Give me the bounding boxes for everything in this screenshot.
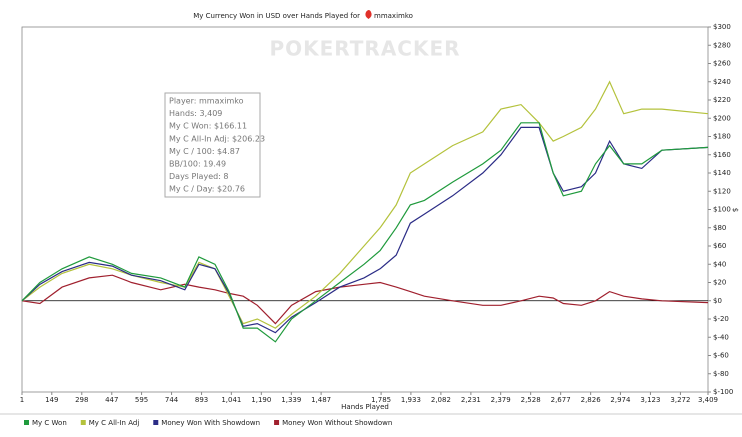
y-axis-label: $ [731,208,739,212]
tooltip-line: Hands: 3,409 [169,109,222,118]
y-tick-label: $0 [713,297,722,305]
y-tick-label: $80 [713,224,726,232]
y-tick-label: $200 [713,114,731,122]
series-line [21,80,709,329]
x-tick-label: 2,528 [521,396,541,404]
y-tick-label: $280 [713,41,731,49]
y-tick-label: $-40 [713,333,729,341]
x-tick-label: 3,123 [640,396,660,404]
x-tick-label: 2,082 [431,396,451,404]
y-tick-label: $300 [713,23,731,31]
y-tick-label: $-60 [713,352,729,360]
tooltip-line: My C / Day: $20.76 [169,185,245,194]
tooltip-line: Days Played: 8 [169,172,229,181]
x-tick-label: 893 [195,396,208,404]
legend-swatch [24,420,29,425]
x-tick-label: 1,190 [251,396,271,404]
y-tick-label: $20 [713,279,726,287]
y-tick-label: $60 [713,242,726,250]
y-tick-label: $260 [713,60,731,68]
y-tick-label: $100 [713,206,731,214]
legend-swatch [153,420,159,425]
legend-label: Money Won With Showdown [161,419,260,427]
x-tick-label: 2,231 [461,396,481,404]
x-tick-label: 2,677 [551,396,571,404]
x-tick-label: 3,272 [670,396,690,404]
watermark: POKERTRACKER [269,37,460,61]
chart-title: My Currency Won in USD over Hands Played… [193,12,360,20]
y-tick-label: $-80 [713,370,729,378]
x-tick-label: 1,339 [281,396,301,404]
y-tick-label: $40 [713,260,726,268]
x-tick-label: 1 [20,396,24,404]
x-tick-label: 1,933 [401,396,421,404]
y-tick-label: $160 [713,151,731,159]
y-tick-label: $-100 [713,388,733,396]
legend-swatch [80,420,86,425]
y-tick-label: $120 [713,187,731,195]
y-tick-label: $240 [713,78,731,86]
x-tick-label: 2,974 [610,396,631,404]
x-tick-label: 447 [105,396,118,404]
tooltip-line: My C / 100: $4.87 [169,147,240,156]
tooltip-line: Player: mmaximko [169,97,244,106]
x-tick-label: 595 [135,396,148,404]
tooltip-line: My C All-In Adj: $206.23 [169,134,265,143]
series-line [21,122,709,343]
x-tick-label: 298 [75,396,88,404]
legend-label: Money Won Without Showdown [282,419,392,427]
chart-user: mmaximko [374,12,413,20]
x-tick-label: 1,487 [311,396,331,404]
x-axis-label: Hands Played [341,403,389,411]
y-tick-label: $180 [713,133,731,141]
series-line [21,126,709,334]
x-tick-label: 2,826 [581,396,602,404]
series-line [21,274,709,325]
x-tick-label: 1,041 [221,396,241,404]
legend-label: My C Won [32,419,67,427]
x-tick-label: 3,409 [698,396,718,404]
tooltip-line: My C Won: $166.11 [169,122,247,131]
user-icon [365,10,372,19]
legend-label: My C All-In Adj [89,419,140,427]
y-tick-label: $220 [713,96,731,104]
x-tick-label: 2,379 [491,396,511,404]
y-tick-label: $-20 [713,315,729,323]
tooltip-line: BB/100: 19.49 [169,160,226,169]
x-tick-label: 1,785 [371,396,391,404]
y-tick-label: $140 [713,169,731,177]
tooltip-box [164,92,261,198]
x-tick-label: 744 [165,396,179,404]
tooltip: Player: mmaximko Hands: 3,409 My C Won: $1… [164,92,265,198]
legend-swatch [274,420,280,425]
x-tick-label: 149 [45,396,58,404]
